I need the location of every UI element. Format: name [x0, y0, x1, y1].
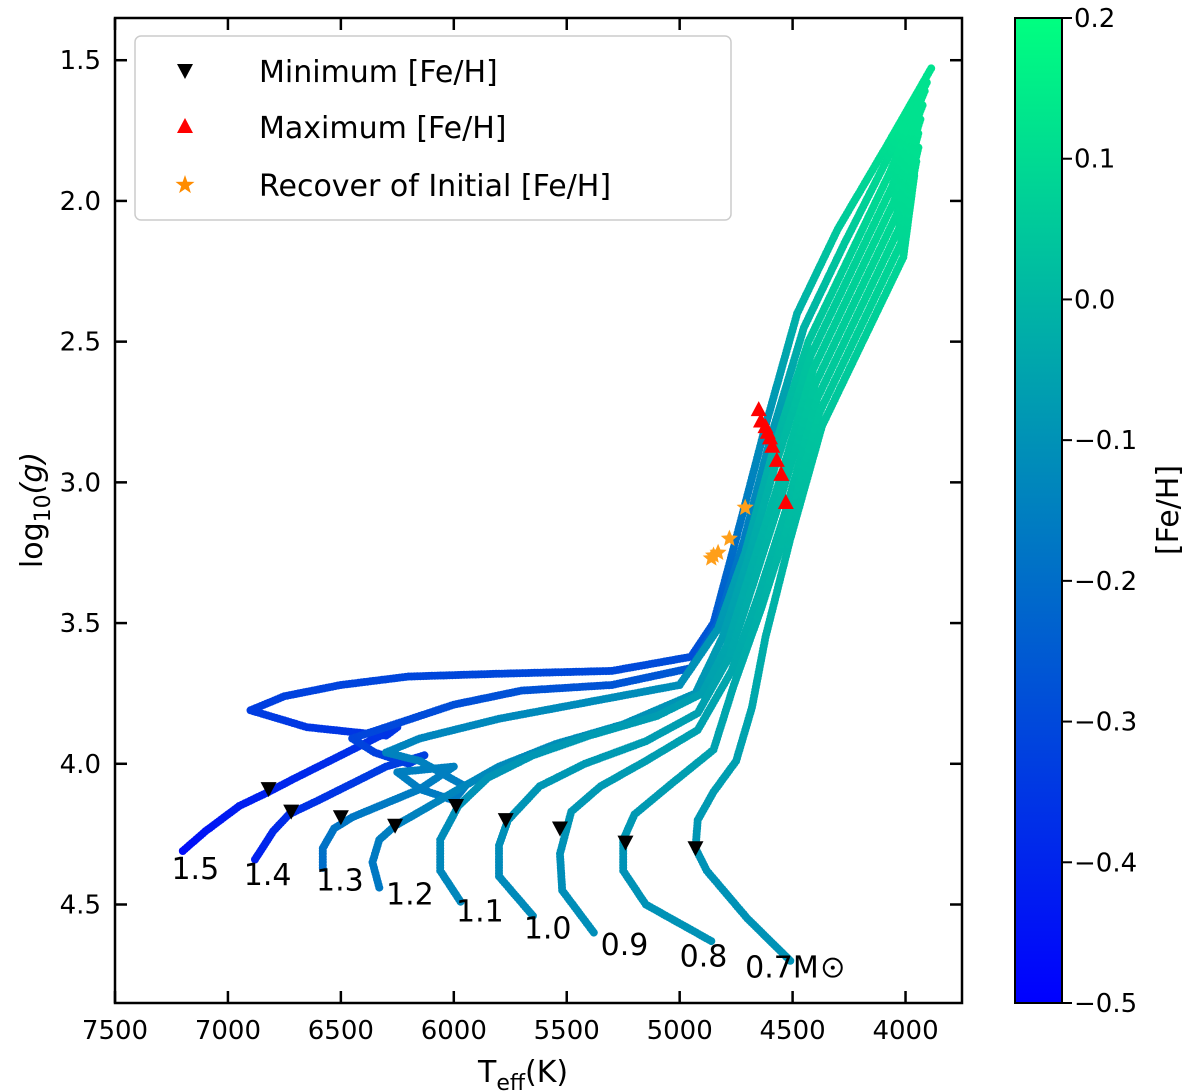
- colorbar-ticks: 0.2 0.1 0.0 −0.1 −0.2 −0.3 −0.4 −0.5: [1062, 4, 1137, 1019]
- y-tick-label: 1.5: [60, 46, 101, 76]
- legend: Minimum [Fe/H] Maximum [Fe/H] Recover of…: [134, 35, 732, 221]
- x-tick-label: 6000: [421, 1016, 487, 1046]
- track-point-0.7: [910, 171, 919, 180]
- colorbar-tick-label: −0.5: [1074, 989, 1137, 1019]
- y-tick-label: 2.0: [60, 187, 101, 217]
- colorbar-tick-label: 0.2: [1074, 4, 1115, 34]
- track-point-1.5: [927, 64, 936, 73]
- legend-min-label: Minimum [Fe/H]: [259, 55, 498, 90]
- mass-label-0.7: 0.7M: [745, 951, 819, 986]
- colorbar-tick-label: −0.2: [1074, 567, 1137, 597]
- legend-max-label: Maximum [Fe/H]: [259, 111, 507, 146]
- colorbar-tick-label: −0.4: [1074, 848, 1137, 878]
- track-point-1.2: [918, 101, 927, 110]
- mass-label-1.1: 1.1: [456, 894, 504, 929]
- y-tick-label: 2.5: [60, 328, 101, 358]
- x-tick-label: 7000: [195, 1016, 261, 1046]
- colorbar-tick-label: −0.1: [1074, 426, 1137, 456]
- colorbar-label: [Fe/H]: [1151, 465, 1186, 555]
- x-tick-label: 5500: [534, 1016, 600, 1046]
- mass-label-1.5: 1.5: [171, 852, 219, 887]
- legend-recover-label: Recover of Initial [Fe/H]: [259, 169, 611, 204]
- track-point-0.8: [912, 157, 921, 166]
- track-point-1.4: [922, 78, 931, 87]
- mass-label-0.8: 0.8: [680, 939, 728, 974]
- y-tick-label: 3.0: [60, 468, 101, 498]
- y-tick-label: 4.5: [60, 891, 101, 921]
- mass-label-1.3: 1.3: [316, 863, 364, 898]
- mass-label-1.4: 1.4: [244, 858, 292, 893]
- x-tick-label: 6500: [308, 1016, 374, 1046]
- x-tick-label: 4000: [872, 1016, 938, 1046]
- x-tick-label: 4500: [760, 1016, 826, 1046]
- y-tick-label: 4.0: [60, 750, 101, 780]
- colorbar-tick-label: 0.1: [1074, 145, 1115, 175]
- mass-label-0.9: 0.9: [601, 928, 649, 963]
- y-axis-label: log10(g): [15, 452, 56, 568]
- mass-label-layer: 1.5 1.4 1.3 1.2 1.1 1.0 0.9 0.8 0.7M: [171, 852, 843, 986]
- colorbar-gradient: [1014, 17, 1063, 1004]
- x-tick-label: 5000: [647, 1016, 713, 1046]
- mass-label-1.2: 1.2: [386, 878, 434, 913]
- colorbar-tick-label: −0.3: [1074, 708, 1137, 738]
- x-tick-label: 7500: [82, 1016, 148, 1046]
- mass-label-1.0: 1.0: [524, 911, 572, 946]
- x-axis-label: Teff(K): [477, 1055, 568, 1092]
- track-point-1.1: [916, 115, 925, 124]
- x-axis-title: Teff(K): [477, 1055, 568, 1092]
- track-point-1.3: [920, 87, 929, 96]
- track-point-0.9: [914, 143, 923, 152]
- y-axis-title: log10(g): [15, 452, 56, 568]
- track-point-1.0: [914, 129, 923, 138]
- colorbar-tick-label: 0.0: [1074, 285, 1115, 315]
- maximum-marker: [750, 401, 767, 417]
- sun-symbol-dot: [830, 965, 835, 970]
- colorbar: 0.2 0.1 0.0 −0.1 −0.2 −0.3 −0.4 −0.5 [Fe/H]: [1014, 4, 1186, 1019]
- y-tick-label: 3.5: [60, 609, 101, 639]
